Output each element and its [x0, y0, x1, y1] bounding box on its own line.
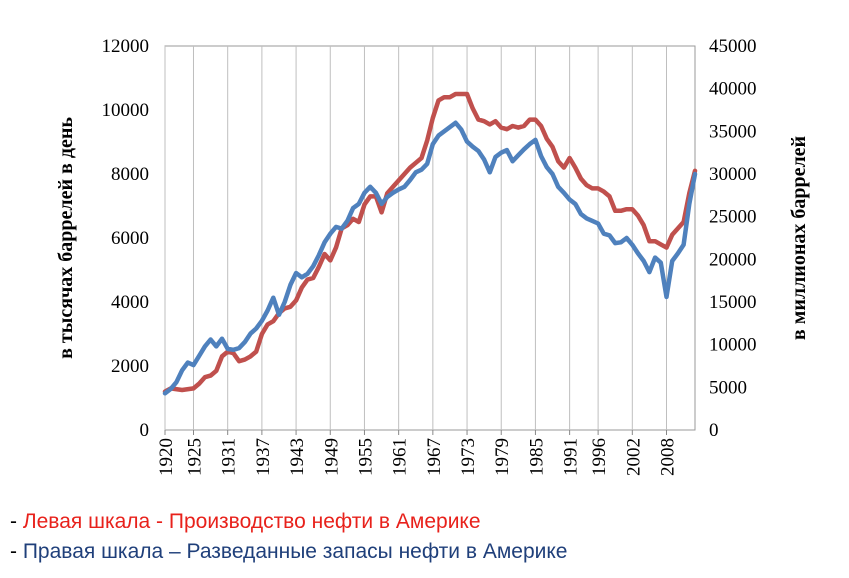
- x-tick-label: 1943: [287, 438, 308, 476]
- x-tick-label: 1979: [492, 438, 513, 476]
- left-tick-label: 0: [140, 420, 150, 441]
- series-line-reserves: [162, 120, 698, 396]
- right-tick-label: 10000: [709, 335, 757, 356]
- series-line-production: [162, 91, 698, 394]
- x-tick-label: 2008: [658, 438, 679, 476]
- legend-right-scale: - Правая шкала – Разведанные запасы нефт…: [10, 540, 568, 564]
- legend-right-scale-text: Правая шкала – Разведанные запасы нефти …: [22, 540, 568, 563]
- right-axis-ticks: 0 5000 10000 15000 20000 25000 30000 35000 40000…: [709, 36, 757, 441]
- legend-dash: -: [10, 510, 23, 533]
- x-tick-label: 2002: [623, 438, 644, 476]
- x-tick-label: 1967: [424, 438, 445, 476]
- left-tick-label: 4000: [111, 292, 149, 313]
- x-axis-ticks: 1920 1925 1931 1937 1943 1949 1955 1961 1967 1973…: [156, 430, 679, 476]
- left-tick-label: 2000: [111, 356, 149, 377]
- x-tick-label: 1955: [355, 438, 376, 476]
- x-tick-label: 1937: [253, 438, 274, 476]
- left-tick-label: 6000: [111, 228, 149, 249]
- right-tick-label: 45000: [709, 36, 757, 57]
- right-tick-label: 0: [709, 420, 719, 441]
- legend-left-scale-text: Левая шкала - Производство нефти в Амери…: [22, 510, 481, 533]
- x-tick-label: 1931: [219, 438, 240, 476]
- plot-area: [164, 45, 696, 431]
- x-tick-label: 1961: [390, 438, 411, 476]
- oil-chart: 0 2000 4000 6000 8000 10000 12000 0 5000 10000 15…: [55, 36, 810, 476]
- right-tick-label: 30000: [709, 164, 757, 185]
- right-tick-label: 20000: [709, 249, 757, 270]
- x-tick-label: 1925: [184, 438, 205, 476]
- right-tick-label: 35000: [709, 121, 757, 142]
- x-tick-label: 1985: [526, 438, 547, 476]
- right-tick-label: 5000: [709, 377, 747, 398]
- x-tick-label: 1991: [561, 438, 582, 476]
- legend-left-scale: - Левая шкала - Производство нефти в Аме…: [10, 510, 481, 534]
- x-tick-label: 1973: [458, 438, 479, 476]
- x-tick-label: 1996: [589, 438, 610, 476]
- right-tick-label: 15000: [709, 292, 757, 313]
- left-axis-title: в тысячах баррелей в день: [55, 117, 77, 359]
- left-tick-label: 8000: [111, 164, 149, 185]
- right-tick-label: 40000: [709, 79, 757, 100]
- legend-dash: -: [10, 540, 23, 563]
- right-tick-label: 25000: [709, 207, 757, 228]
- left-tick-label: 10000: [102, 100, 150, 121]
- series-lines: [162, 91, 698, 396]
- left-tick-label: 12000: [102, 36, 150, 57]
- left-axis-ticks: 0 2000 4000 6000 8000 10000 12000: [102, 36, 150, 441]
- x-tick-label: 1920: [156, 438, 177, 476]
- right-axis-title: в миллионах баррелей: [788, 136, 810, 340]
- gridlines: [164, 46, 668, 430]
- x-tick-label: 1949: [321, 438, 342, 476]
